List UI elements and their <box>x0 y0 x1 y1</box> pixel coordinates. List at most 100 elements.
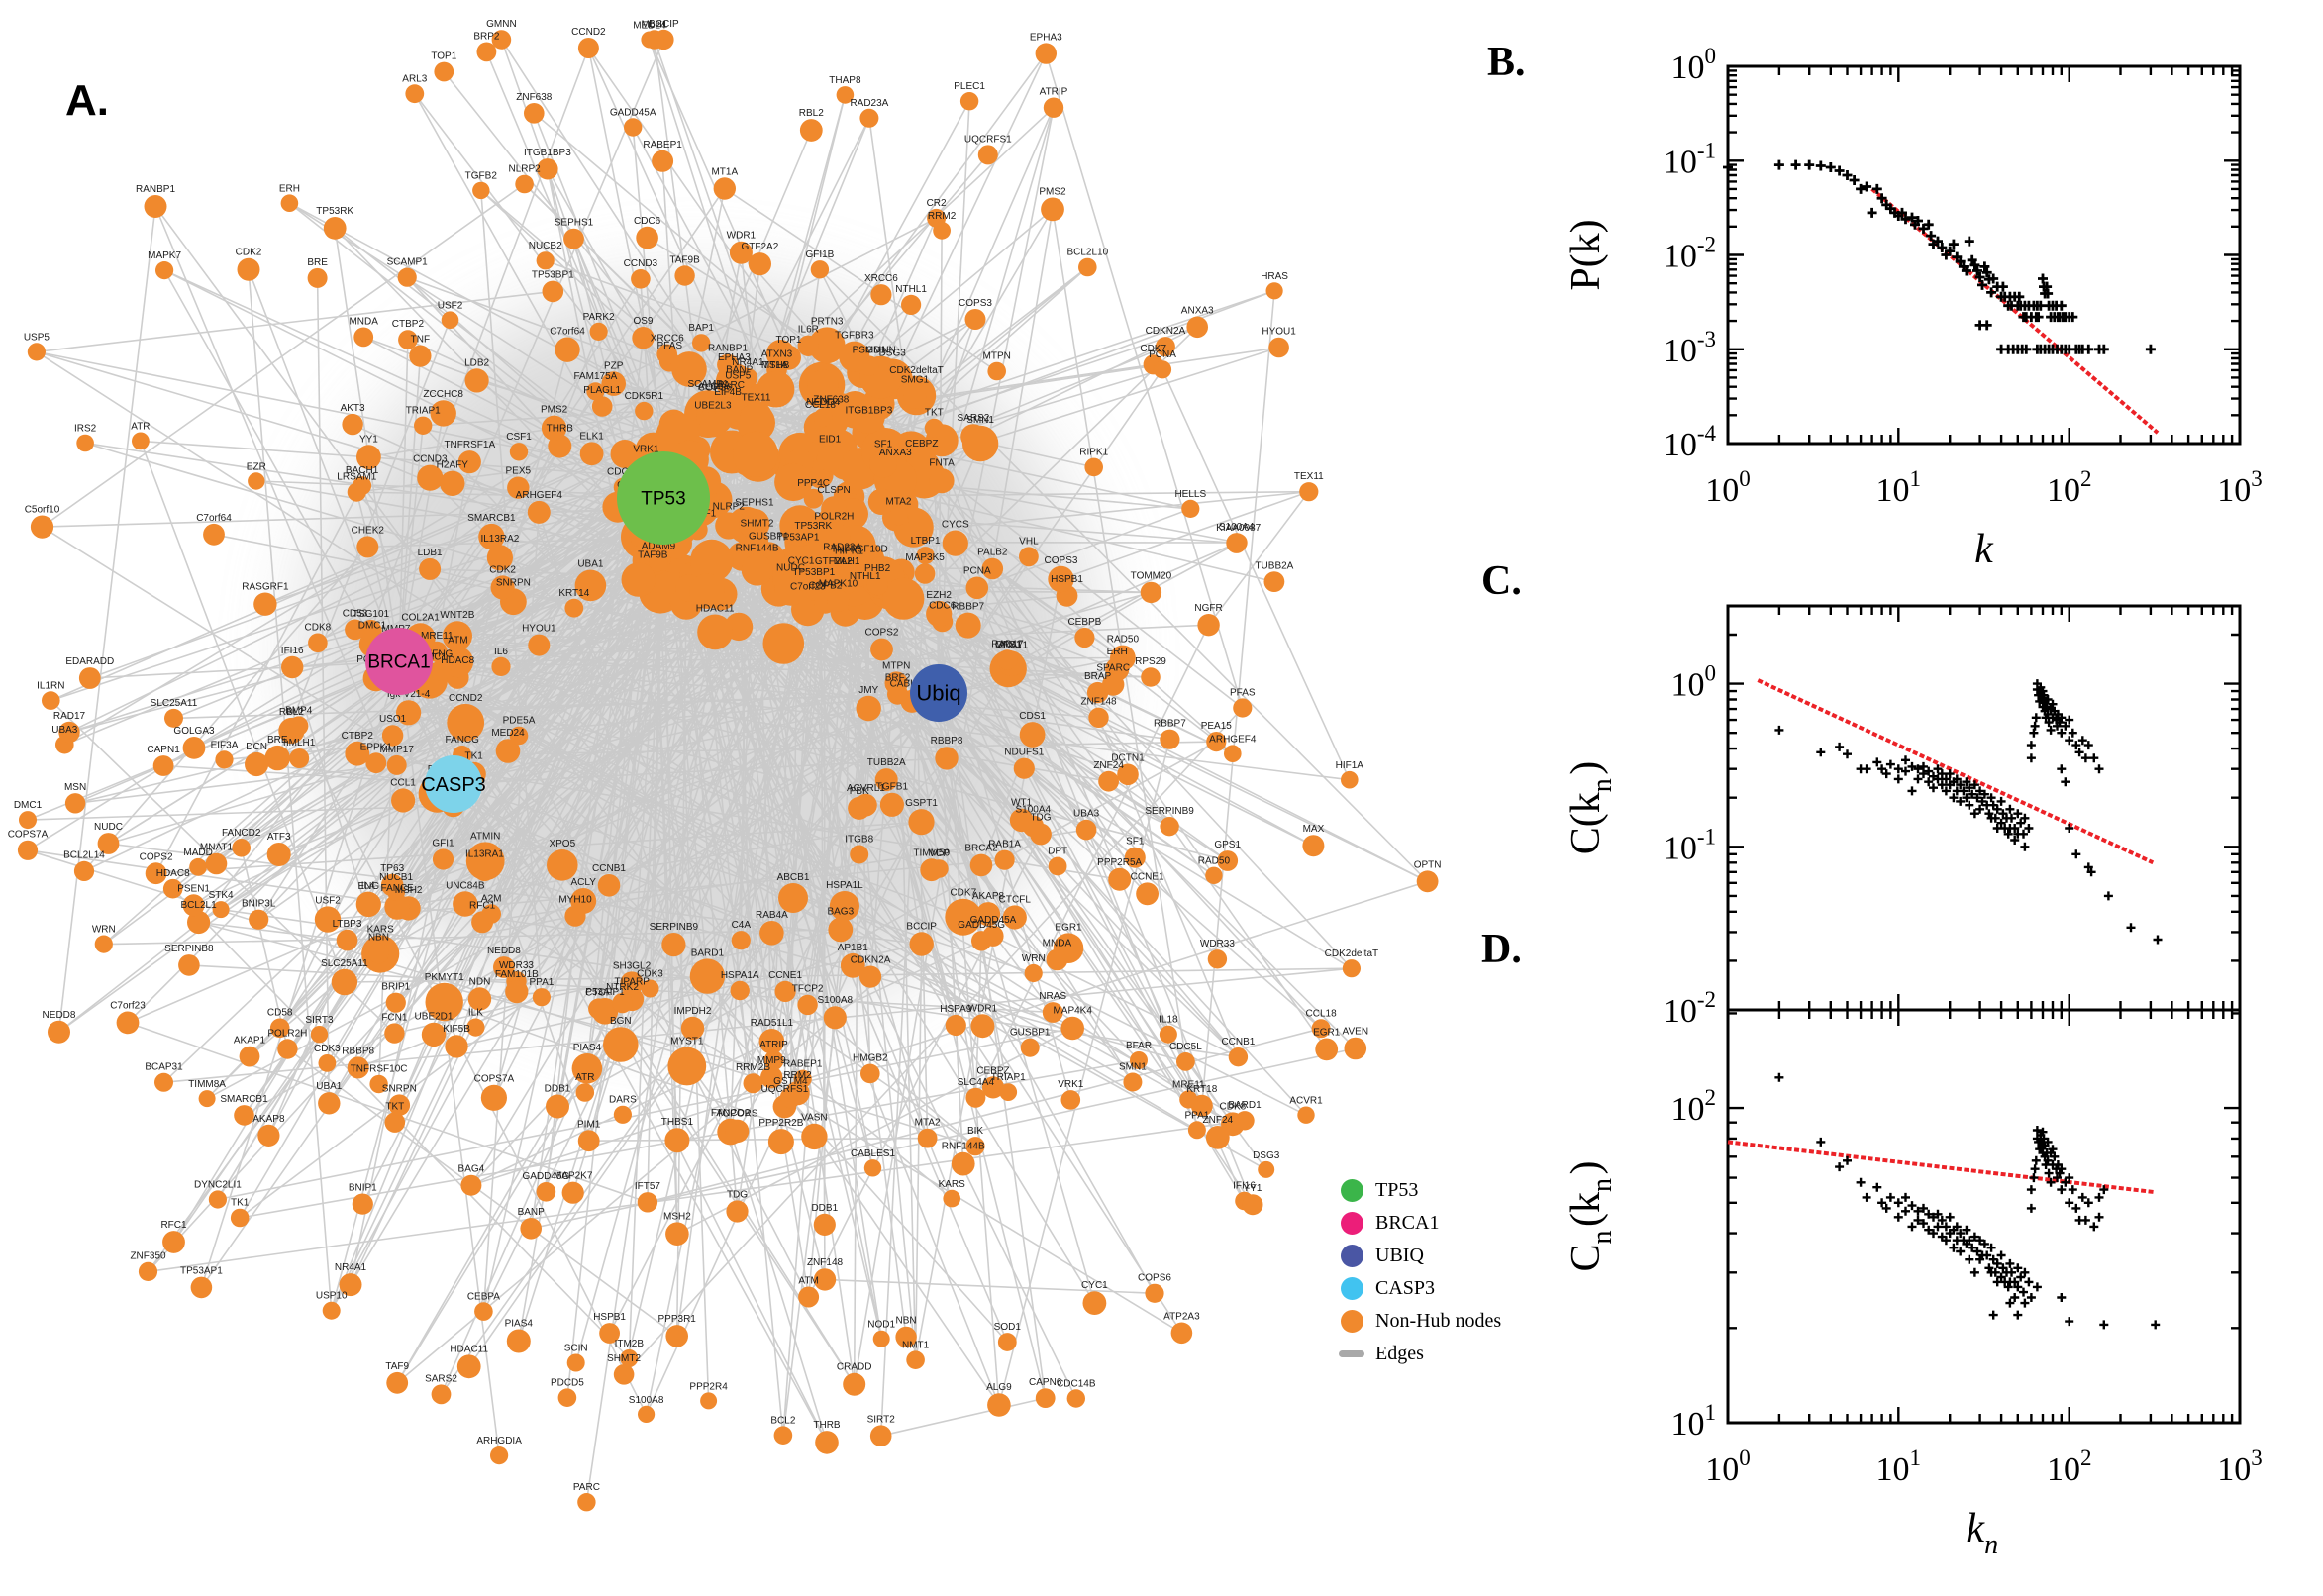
node-label: TP53BP1 <box>532 270 574 281</box>
network-node <box>1136 882 1159 906</box>
network-edge <box>362 336 854 515</box>
node-label: CAPN1 <box>147 745 180 755</box>
network-node <box>528 634 551 656</box>
node-label: TEX11 <box>1294 471 1324 482</box>
network-edge <box>1060 490 1310 580</box>
network-node <box>42 691 60 710</box>
network-node <box>689 958 726 994</box>
network-node <box>564 905 586 927</box>
hub-label-CASP3: CASP3 <box>421 774 486 796</box>
tp53-dot-swatch <box>1340 1179 1364 1202</box>
node-label: EIF4B <box>714 387 742 398</box>
network-node <box>1235 1111 1255 1131</box>
node-label: TGFBR3 <box>835 331 874 342</box>
node-label: POLR2H <box>814 512 854 523</box>
network-edge <box>662 497 678 1235</box>
node-label: CD53 <box>343 608 368 619</box>
node-label: ARHGEF4 <box>516 490 563 501</box>
network-node <box>356 536 379 558</box>
node-label: MAPK10 <box>819 579 858 590</box>
network-node <box>1242 1194 1263 1216</box>
node-label: RAD17 <box>991 639 1024 649</box>
network-node <box>729 241 753 264</box>
node-label: C7orf64 <box>196 513 232 524</box>
network-node <box>665 1222 689 1246</box>
node-label: BMP4 <box>285 705 313 716</box>
network-node <box>505 980 529 1004</box>
network-node <box>671 351 707 387</box>
node-label: DARS <box>609 1095 637 1106</box>
node-label: CDK8 <box>305 623 332 634</box>
node-label: PPA1 <box>1184 1110 1209 1121</box>
node-label: BAP1 <box>688 323 714 334</box>
hub-label-UBIQ: Ubiq <box>916 681 960 706</box>
network-node <box>1019 722 1046 748</box>
network-edge <box>676 1027 1073 1235</box>
node-label: TSHB <box>763 360 790 371</box>
network-node <box>1342 959 1361 978</box>
node-label: BANP <box>518 1207 546 1218</box>
network-edge <box>57 206 156 1033</box>
network-node <box>821 496 848 523</box>
network-edge <box>140 441 346 983</box>
network-node <box>546 1094 569 1119</box>
node-label: WRN <box>92 925 116 936</box>
node-label: hMLH1 <box>283 738 316 748</box>
node-label: NEDD4 <box>806 397 840 408</box>
y-tick-label-B: 10-4 <box>1664 421 1717 463</box>
network-node <box>674 265 695 286</box>
node-label: KIF5B <box>443 1024 470 1035</box>
network-node <box>652 150 674 172</box>
node-label: NTHL1 <box>850 571 881 582</box>
node-label: OS9 <box>633 316 653 327</box>
network-node <box>908 809 935 836</box>
node-label: ALG9 <box>698 382 724 393</box>
network-node <box>397 267 417 287</box>
node-label: MNDA <box>1043 939 1072 949</box>
legend-item-brca1: BRCA1 <box>1339 1207 1501 1240</box>
network-node <box>257 1124 280 1147</box>
node-label: CEBPZ <box>905 439 938 449</box>
node-label: TEX11 <box>742 392 771 403</box>
network-node <box>635 401 654 421</box>
node-label: BACH1 <box>346 465 379 476</box>
node-label: NBN <box>368 933 389 944</box>
network-edge <box>154 485 363 874</box>
node-label: RBL2 <box>799 108 824 119</box>
network-edge <box>992 935 1239 1058</box>
node-label: IRS2 <box>74 424 97 435</box>
node-label: PIAS4 <box>505 1319 534 1330</box>
network-edge <box>398 660 500 1456</box>
node-label: BCCIP <box>906 921 937 932</box>
network-node <box>162 1231 185 1253</box>
network-node <box>929 468 955 494</box>
node-label: SHMT2 <box>607 1353 641 1364</box>
node-label: PIAS4 <box>573 1043 602 1053</box>
network-edge <box>837 107 1055 601</box>
network-edge <box>518 735 810 1298</box>
edges-line-swatch <box>1339 1350 1364 1357</box>
node-label: RNF144B <box>942 1142 985 1152</box>
network-edge <box>531 1047 1356 1230</box>
network-node <box>555 337 580 362</box>
network-node <box>432 848 454 870</box>
node-label: NR4A1 <box>335 1262 367 1273</box>
node-label: MTA2 <box>915 1118 941 1129</box>
node-label: BAG3 <box>827 907 854 918</box>
node-label: TDG <box>727 1189 748 1200</box>
node-label: NEDD8 <box>43 1010 76 1021</box>
network-node <box>138 1261 158 1281</box>
node-label: WDR1 <box>968 1003 998 1014</box>
node-label: PDCD5 <box>551 1378 584 1389</box>
network-node <box>591 396 613 417</box>
node-label: ZNF24 <box>1093 760 1124 771</box>
network-node <box>597 874 621 897</box>
network-node <box>632 327 655 349</box>
network-edge <box>328 574 694 1104</box>
network-node <box>613 1364 635 1385</box>
network-node <box>829 891 860 922</box>
node-label: BCL2L1 <box>181 900 218 911</box>
network-node <box>352 1193 373 1215</box>
node-label: RBBP7 <box>952 602 984 613</box>
